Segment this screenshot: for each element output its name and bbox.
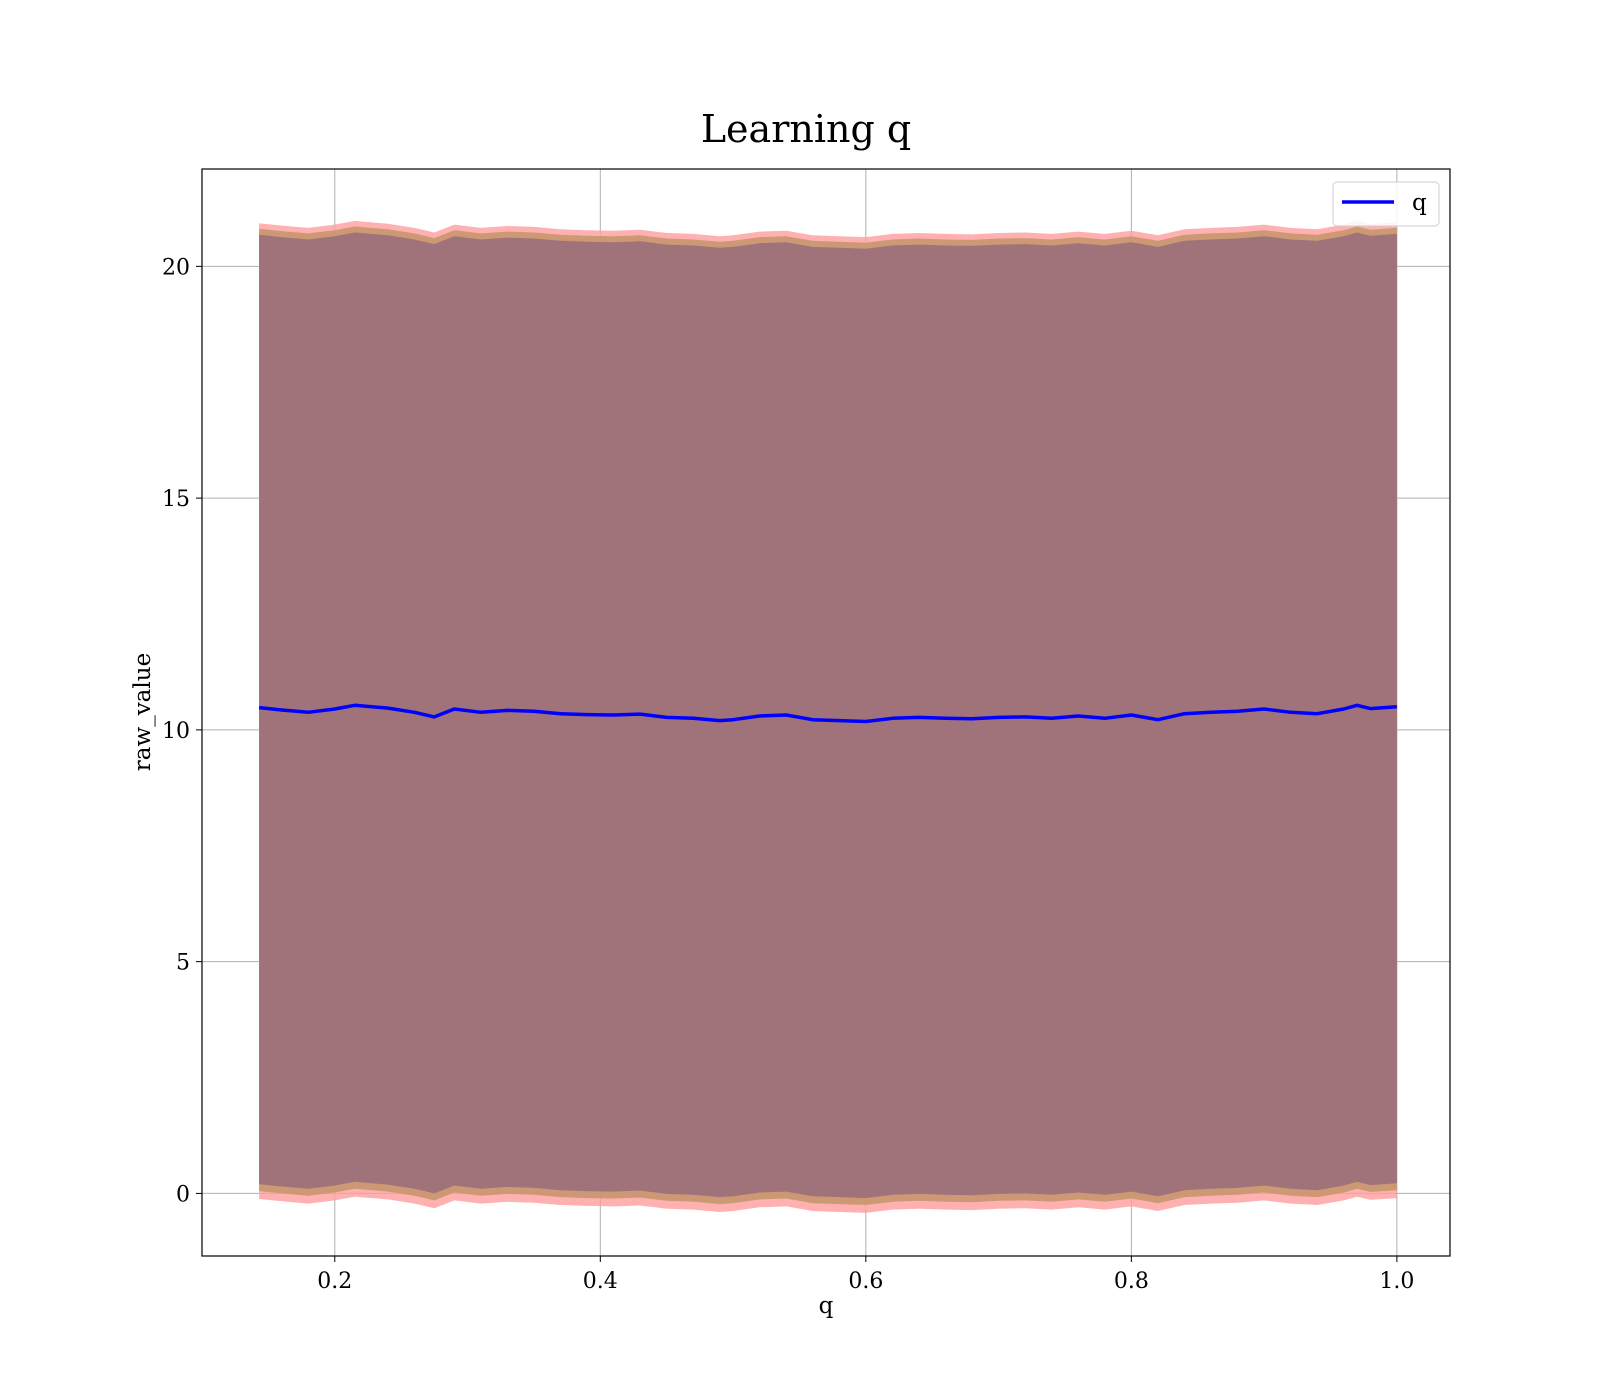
- y-tick-label: 10: [162, 719, 190, 744]
- x-axis: 0.2 0.4 0.6 0.8 1.0: [317, 1256, 1414, 1294]
- x-tick-label: 0.4: [583, 1269, 618, 1294]
- x-tick-label: 0.2: [317, 1269, 352, 1294]
- legend-label: q: [1412, 190, 1427, 216]
- x-axis-label: q: [819, 1293, 834, 1319]
- line-layer: [258, 703, 1398, 724]
- x-tick-label: 0.8: [1114, 1269, 1149, 1294]
- band-layer: [259, 220, 1397, 1213]
- y-tick-label: 0: [176, 1182, 190, 1207]
- x-tick-label: 0.6: [848, 1269, 883, 1294]
- series-line-q: [258, 703, 1398, 724]
- chart-title: Learning q: [701, 107, 911, 151]
- y-tick-label: 15: [162, 487, 190, 512]
- legend-box: [1332, 181, 1440, 227]
- legend: q: [1332, 181, 1440, 227]
- y-axis-label: raw_value: [130, 653, 156, 771]
- y-axis: 0 5 10 15 20: [162, 255, 202, 1207]
- inner-band: [259, 232, 1397, 1199]
- x-tick-label: 1.0: [1379, 1269, 1414, 1294]
- y-tick-label: 5: [176, 951, 190, 976]
- y-tick-label: 20: [162, 255, 190, 280]
- plot-frame: [201, 168, 1451, 1257]
